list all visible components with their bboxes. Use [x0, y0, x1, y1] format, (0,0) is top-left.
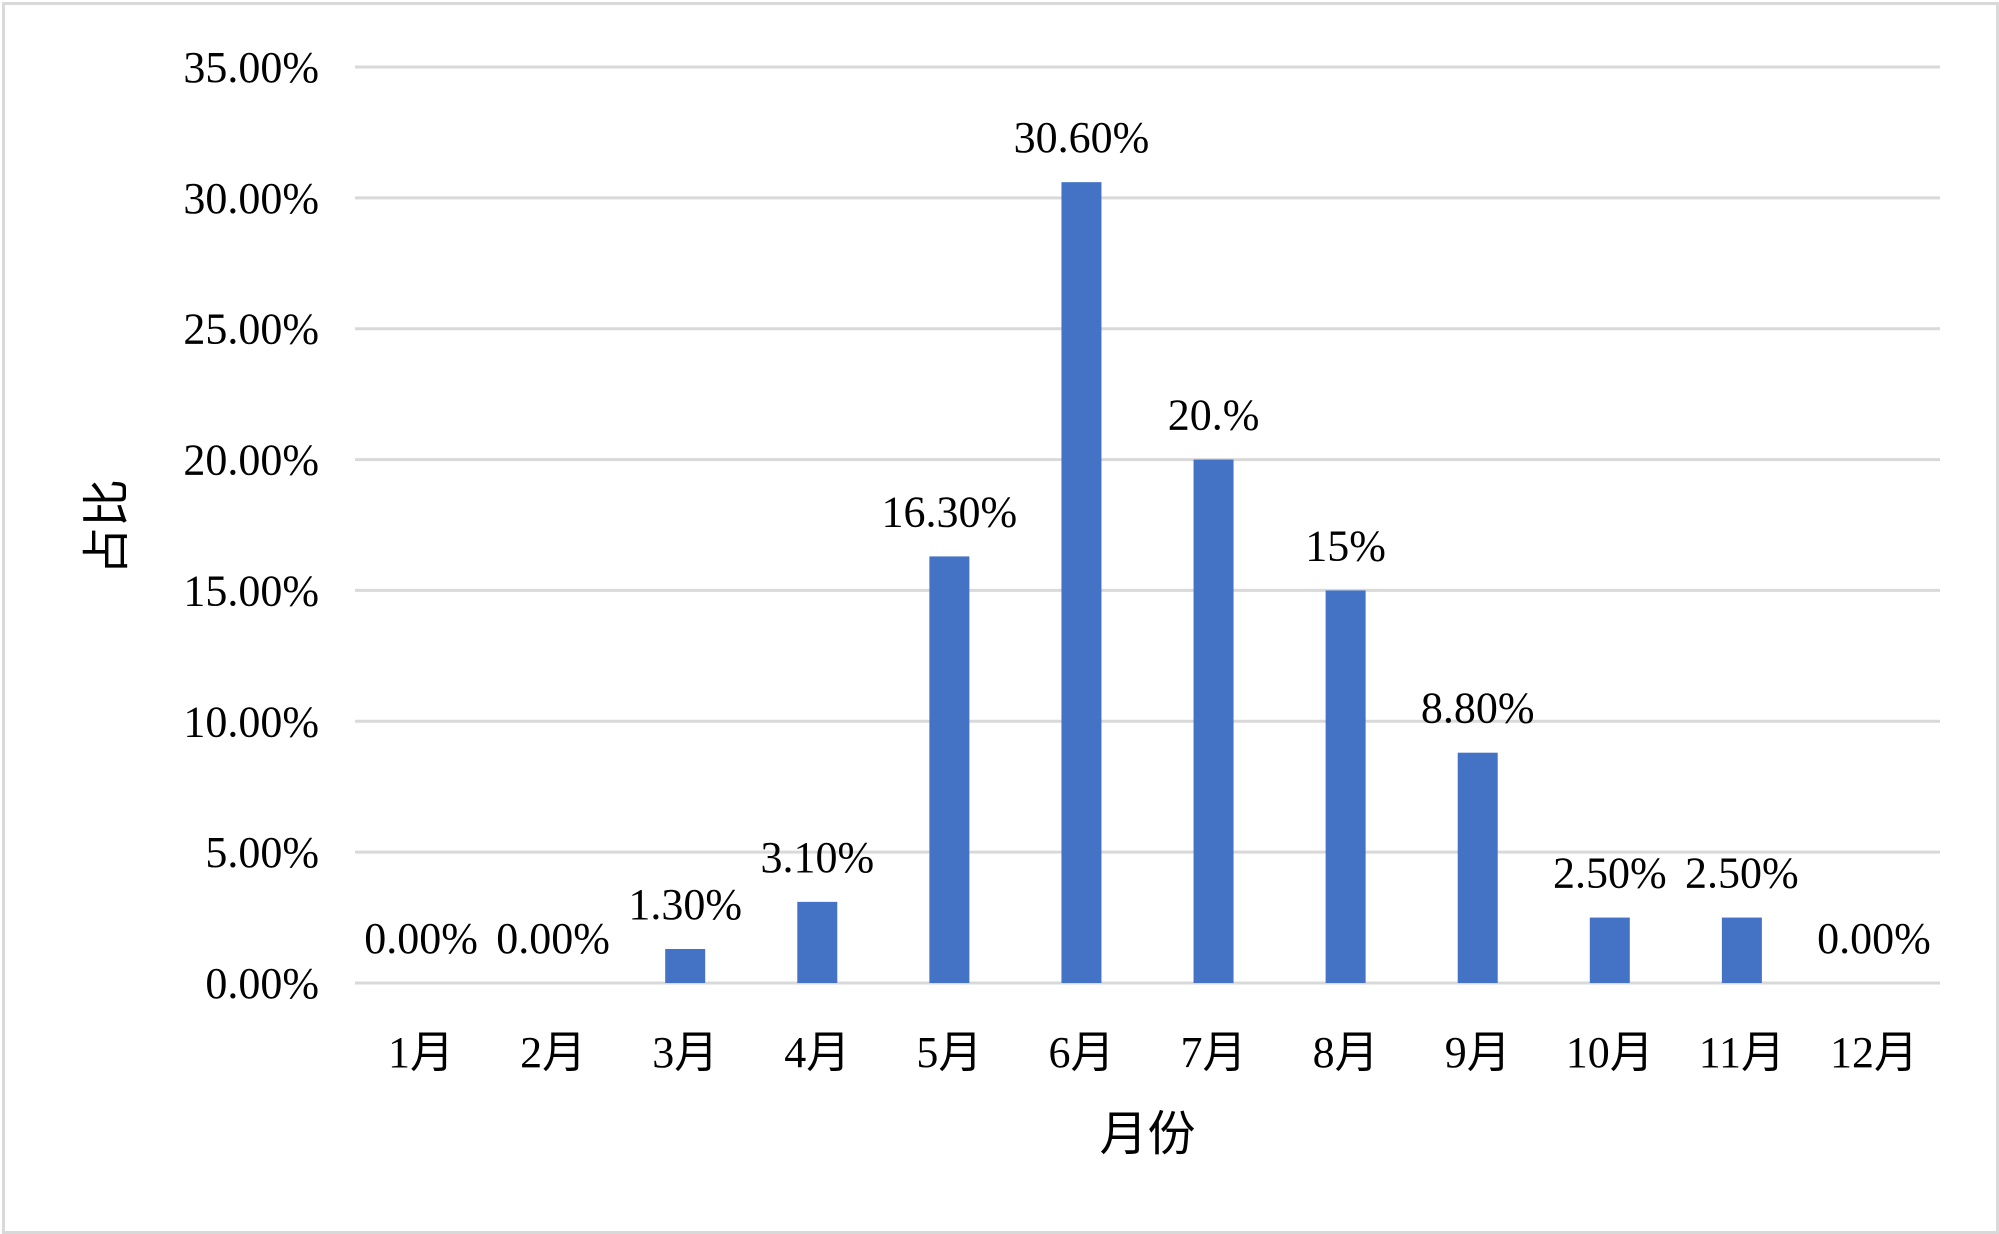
y-tick-label: 10.00% — [183, 697, 319, 746]
bar — [797, 901, 838, 983]
x-tick-label: 8月 — [1313, 1028, 1379, 1077]
bar — [1721, 917, 1762, 983]
x-tick-label: 4月 — [784, 1028, 850, 1077]
y-tick-label: 35.00% — [183, 43, 319, 92]
x-tick-label: 7月 — [1181, 1028, 1247, 1077]
bar — [1061, 182, 1102, 983]
x-tick-label: 5月 — [916, 1028, 982, 1077]
bar — [929, 556, 970, 983]
data-label: 15% — [1305, 521, 1386, 570]
data-label: 3.10% — [760, 833, 874, 882]
bar — [1193, 459, 1234, 984]
bar-chart: 0.00% 5.00% 10.00% 15.00% 20.00% 25.00% 30.00%… — [81, 43, 1940, 1161]
x-axis-ticks: 1月 2月 3月 4月 5月 6月 7月 8月 9月 10月 11月 12月 — [388, 1028, 1918, 1077]
y-tick-label: 5.00% — [205, 828, 319, 877]
data-label: 1.30% — [628, 880, 742, 929]
x-axis-title: 月份 — [1099, 1108, 1195, 1161]
data-label: 30.60% — [1014, 113, 1150, 162]
x-tick-label: 9月 — [1445, 1028, 1511, 1077]
data-label: 8.80% — [1421, 684, 1535, 733]
x-tick-label: 10月 — [1566, 1028, 1654, 1077]
bar — [1325, 590, 1366, 983]
data-label: 2.50% — [1685, 849, 1799, 898]
data-label: 20.% — [1168, 391, 1260, 440]
x-tick-label: 3月 — [652, 1028, 718, 1077]
y-tick-label: 15.00% — [183, 566, 319, 615]
bar — [1589, 917, 1630, 983]
x-tick-label: 12月 — [1830, 1028, 1918, 1077]
y-axis-ticks: 0.00% 5.00% 10.00% 15.00% 20.00% 25.00% 30.00%… — [183, 43, 319, 1008]
gridlines — [355, 65, 1940, 985]
x-tick-label: 6月 — [1048, 1028, 1114, 1077]
x-tick-label: 1月 — [388, 1028, 454, 1077]
y-tick-label: 0.00% — [205, 959, 319, 1008]
data-labels: 0.00% 0.00% 1.30% 3.10% 16.30% 30.60% 20.% 15% 8… — [364, 113, 1931, 963]
data-label: 16.30% — [882, 487, 1018, 536]
data-label: 2.50% — [1553, 849, 1667, 898]
y-tick-label: 30.00% — [183, 174, 319, 223]
bar — [665, 948, 706, 983]
x-tick-label: 2月 — [520, 1028, 586, 1077]
y-axis-title: 占比 — [81, 479, 134, 575]
data-label: 0.00% — [496, 914, 610, 963]
data-label: 0.00% — [364, 914, 478, 963]
data-label: 0.00% — [1817, 914, 1931, 963]
y-tick-label: 25.00% — [183, 305, 319, 354]
bar — [1457, 752, 1498, 983]
y-tick-label: 20.00% — [183, 436, 319, 485]
bars — [665, 182, 1762, 984]
x-tick-label: 11月 — [1699, 1028, 1785, 1077]
